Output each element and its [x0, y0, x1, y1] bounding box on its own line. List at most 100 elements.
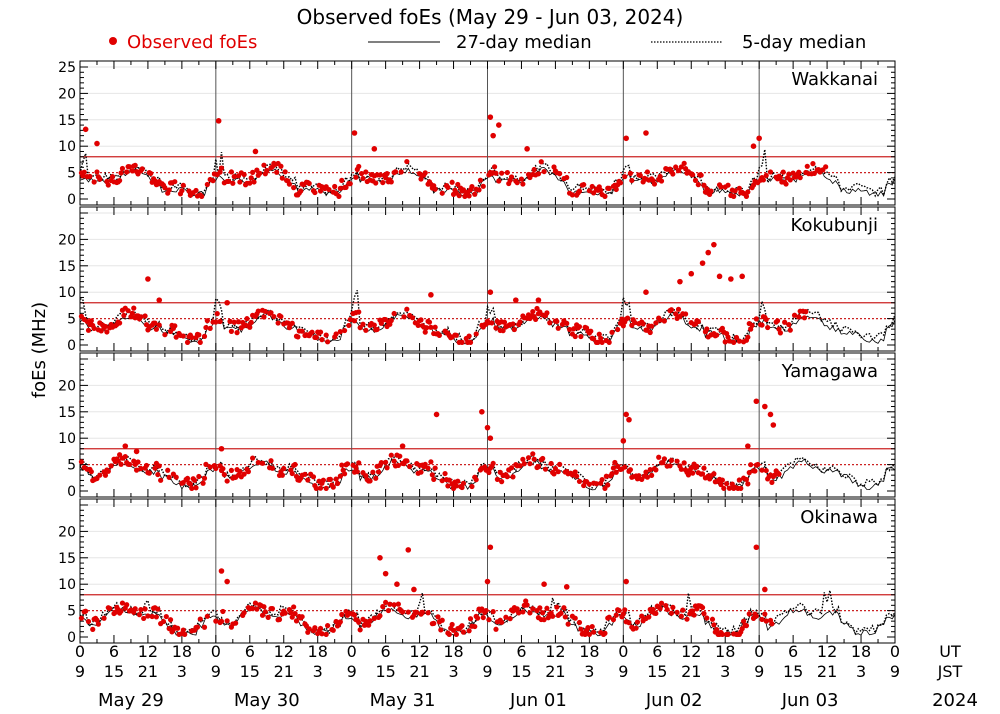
foes-point — [782, 319, 788, 325]
foes-point — [736, 338, 742, 344]
foes-point — [598, 187, 604, 193]
ut-tick-label: 6 — [381, 642, 391, 661]
foes-point — [288, 609, 294, 616]
foes-point — [428, 292, 434, 298]
foes-point — [602, 193, 608, 199]
foes-point — [685, 472, 692, 478]
foes-point — [721, 485, 727, 491]
foes-point — [95, 621, 101, 627]
foes-point — [535, 464, 542, 470]
foes-point — [138, 465, 144, 472]
ut-label: UT — [939, 642, 961, 661]
median-5day-line — [79, 290, 896, 343]
foes-point — [250, 169, 256, 175]
foes-point — [537, 605, 543, 611]
foes-point — [248, 319, 254, 325]
legend-observed-label: Observed foEs — [127, 32, 257, 53]
foes-point — [363, 327, 369, 333]
foes-point — [643, 289, 649, 296]
foes-point — [615, 326, 621, 333]
foes-point — [383, 459, 389, 465]
foes-point — [639, 613, 645, 619]
foes-point — [520, 181, 526, 187]
foes-point — [657, 173, 663, 180]
foes-point — [227, 318, 233, 324]
foes-point — [759, 322, 765, 328]
foes-point — [576, 324, 583, 330]
foes-point — [673, 164, 679, 170]
foes-point — [530, 308, 536, 315]
foes-point — [535, 171, 542, 177]
foes-point — [187, 481, 193, 487]
foes-point — [705, 249, 712, 256]
foes-point — [647, 466, 653, 473]
foes-point — [435, 614, 441, 620]
foes-point — [741, 618, 747, 624]
ut-tick-label: 18 — [443, 642, 463, 661]
foes-point — [658, 600, 665, 606]
ut-tick-label: 0 — [75, 642, 85, 661]
foes-point — [786, 171, 792, 177]
foes-point — [745, 481, 751, 487]
foes-point — [752, 468, 758, 474]
foes-point — [790, 170, 796, 176]
station-label: Wakkanai — [791, 69, 878, 90]
legend-observed-marker — [109, 37, 117, 45]
foes-point — [599, 339, 605, 345]
ut-tick-label: 6 — [245, 642, 255, 661]
foes-point — [531, 166, 537, 173]
foes-point — [674, 458, 680, 464]
foes-point — [125, 308, 131, 314]
foes-point — [356, 619, 362, 625]
foes-point — [377, 613, 383, 619]
foes-point — [409, 315, 416, 321]
foes-point — [278, 163, 284, 169]
foes-point — [325, 339, 331, 345]
foes-point — [688, 270, 695, 277]
foes-point — [319, 631, 325, 637]
foes-point — [204, 318, 210, 324]
foes-point — [588, 328, 594, 334]
jst-tick-label: 3 — [720, 662, 730, 681]
foes-point — [453, 631, 459, 637]
foes-point — [476, 187, 482, 193]
foes-point — [760, 177, 767, 183]
foes-point — [400, 609, 406, 615]
foes-point — [585, 625, 591, 631]
jst-tick-label: 15 — [375, 662, 395, 681]
foes-point — [487, 114, 494, 120]
foes-point — [644, 169, 650, 175]
foes-point — [172, 179, 178, 185]
foes-point — [102, 323, 109, 330]
foes-point — [520, 456, 526, 462]
foes-point — [207, 325, 213, 331]
foes-point — [473, 477, 479, 483]
foes-point — [218, 568, 225, 574]
y-tick-label: 10 — [58, 431, 76, 447]
foes-point — [326, 186, 332, 193]
foes-point — [783, 181, 789, 187]
foes-point — [459, 339, 465, 345]
foes-point — [510, 321, 516, 327]
foes-point — [343, 184, 349, 190]
foes-point — [456, 193, 462, 199]
foes-point — [91, 179, 97, 185]
foes-point — [726, 485, 733, 491]
foes-point — [746, 470, 752, 476]
foes-point — [90, 626, 96, 632]
ut-tick-label: 6 — [788, 642, 798, 661]
foes-point — [317, 329, 324, 335]
foes-point — [749, 322, 755, 328]
foes-point — [401, 314, 407, 320]
foes-point — [774, 318, 781, 324]
foes-point — [153, 326, 160, 332]
foes-point — [622, 607, 628, 613]
foes-point — [118, 461, 124, 467]
foes-point — [763, 618, 769, 624]
foes-point — [224, 478, 230, 484]
foes-point — [215, 118, 222, 124]
foes-point — [224, 578, 230, 585]
foes-point — [572, 469, 578, 475]
foes-point — [678, 613, 684, 619]
